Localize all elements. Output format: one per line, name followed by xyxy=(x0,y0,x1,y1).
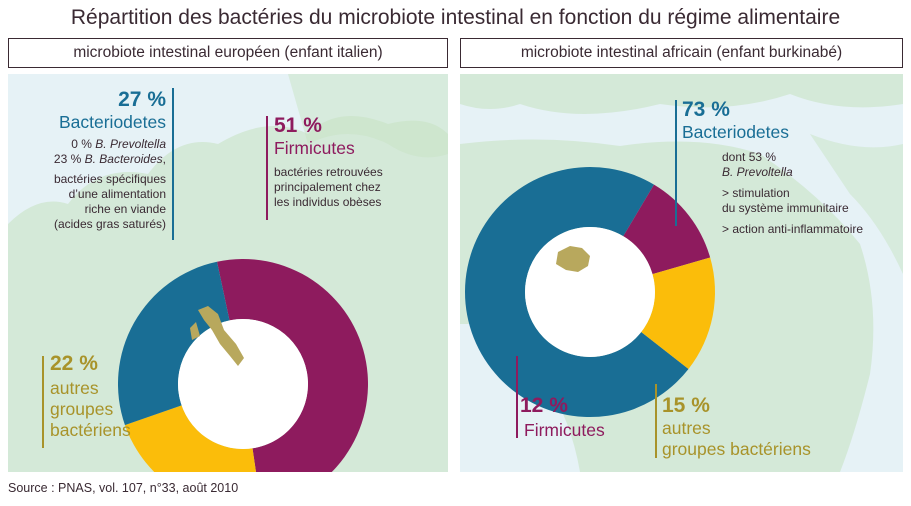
label-firmicutes-name: Firmicutes xyxy=(274,138,355,158)
name-line: autres xyxy=(50,378,99,398)
leader-line-bacteriodetes xyxy=(675,100,677,226)
arabia-landmass xyxy=(810,134,903,274)
note-line: bactéries retrouvées xyxy=(274,165,383,179)
donut-slice-bacteriodetes xyxy=(118,261,230,426)
species-2-end: , xyxy=(162,152,166,166)
donut-hole xyxy=(525,227,655,357)
note-line: > action anti-inflammatoire xyxy=(722,222,864,236)
europe-coast-landmass xyxy=(460,74,903,114)
name-line: autres xyxy=(662,418,711,438)
panel-europe: microbiote intestinal européen (enfant i… xyxy=(8,38,456,472)
label-bacteriodetes-name: Bacteriodetes xyxy=(58,112,166,132)
donut-hole xyxy=(178,319,308,449)
label-bacteriodetes-name: Bacteriodetes xyxy=(682,122,790,142)
species-1-name: B. Prevoltella xyxy=(95,137,166,151)
label-bacteriodetes-species-2: 23 % B. Bacteroides, xyxy=(8,152,166,167)
note-line: > stimulation xyxy=(722,186,790,200)
label-bacteriodetes-pct: 73 % xyxy=(682,98,730,121)
donut-slice-bacteriodetes xyxy=(465,167,689,418)
note-line: riche en viande xyxy=(84,202,166,216)
species-2-pct: 23 % xyxy=(53,152,85,166)
donut-slice-firmicutes xyxy=(623,184,711,275)
label-bacteriodetes-notes: > stimulation du système immunitaire > a… xyxy=(722,186,897,237)
leader-line-bacteriodetes xyxy=(172,88,174,240)
note-line: (acides gras saturés) xyxy=(53,217,166,231)
chart-title: Répartition des bactéries du microbiote … xyxy=(70,6,841,29)
label-bacteriodetes-species-1: 0 % B. Prevoltella xyxy=(8,137,166,152)
label-firmicutes-pct: 12 % xyxy=(520,394,568,417)
donut-chart-africa xyxy=(460,74,903,472)
name-line: bactériens xyxy=(50,420,131,440)
note-line: du système immunitaire xyxy=(722,201,849,215)
label-bacteriodetes-pct: 27 % xyxy=(118,88,166,111)
leader-line-firmicutes xyxy=(266,116,268,220)
panel-africa: microbiote intestinal africain (enfant b… xyxy=(456,38,904,472)
name-line: groupes bactériens xyxy=(662,439,811,459)
label-bacteriodetes-dont: dont 53 % xyxy=(722,150,777,164)
label-autres-name: autres groupes bactériens xyxy=(50,378,131,441)
note-line: bactéries spécifiques xyxy=(53,172,166,186)
donut-slice-firmicutes xyxy=(217,259,369,472)
note-line: d’une alimentation xyxy=(68,187,166,201)
label-firmicutes-pct: 51 % xyxy=(274,114,322,137)
donut-chart-europe xyxy=(8,74,448,472)
leader-line-firmicutes xyxy=(516,356,518,438)
leader-line-autres xyxy=(655,384,657,458)
label-autres-pct: 15 % xyxy=(662,394,710,417)
map-europe xyxy=(8,74,448,472)
label-autres-name: autres groupes bactériens xyxy=(662,418,811,460)
species-2-name: B. Bacteroides xyxy=(84,152,163,166)
burkina-faso-map-icon xyxy=(556,246,590,272)
italy-map-icon xyxy=(190,306,244,366)
label-firmicutes-notes: bactéries retrouvées principalement chez… xyxy=(274,165,434,210)
panel-heading-europe: microbiote intestinal européen (enfant i… xyxy=(8,38,448,68)
scandinavia-landmass xyxy=(288,74,448,158)
note-line: principalement chez xyxy=(274,180,381,194)
leader-line-autres xyxy=(42,356,44,448)
label-autres-pct: 22 % xyxy=(50,352,98,375)
donut-slice-autres xyxy=(124,405,256,472)
label-firmicutes-name: Firmicutes xyxy=(524,420,605,440)
label-bacteriodetes-species: B. Prevoltella xyxy=(722,165,793,179)
panel-heading-africa: microbiote intestinal africain (enfant b… xyxy=(460,38,903,68)
source-note: Source : PNAS, vol. 107, n°33, août 2010 xyxy=(8,481,239,495)
name-line: groupes xyxy=(50,399,114,419)
note-line: les individus obèses xyxy=(274,195,382,209)
species-1-pct: 0 % xyxy=(71,137,96,151)
label-bacteriodetes-notes: bactéries spécifiques d’une alimentation… xyxy=(8,172,166,232)
donut-slice-autres xyxy=(641,257,715,369)
map-africa xyxy=(460,74,903,472)
